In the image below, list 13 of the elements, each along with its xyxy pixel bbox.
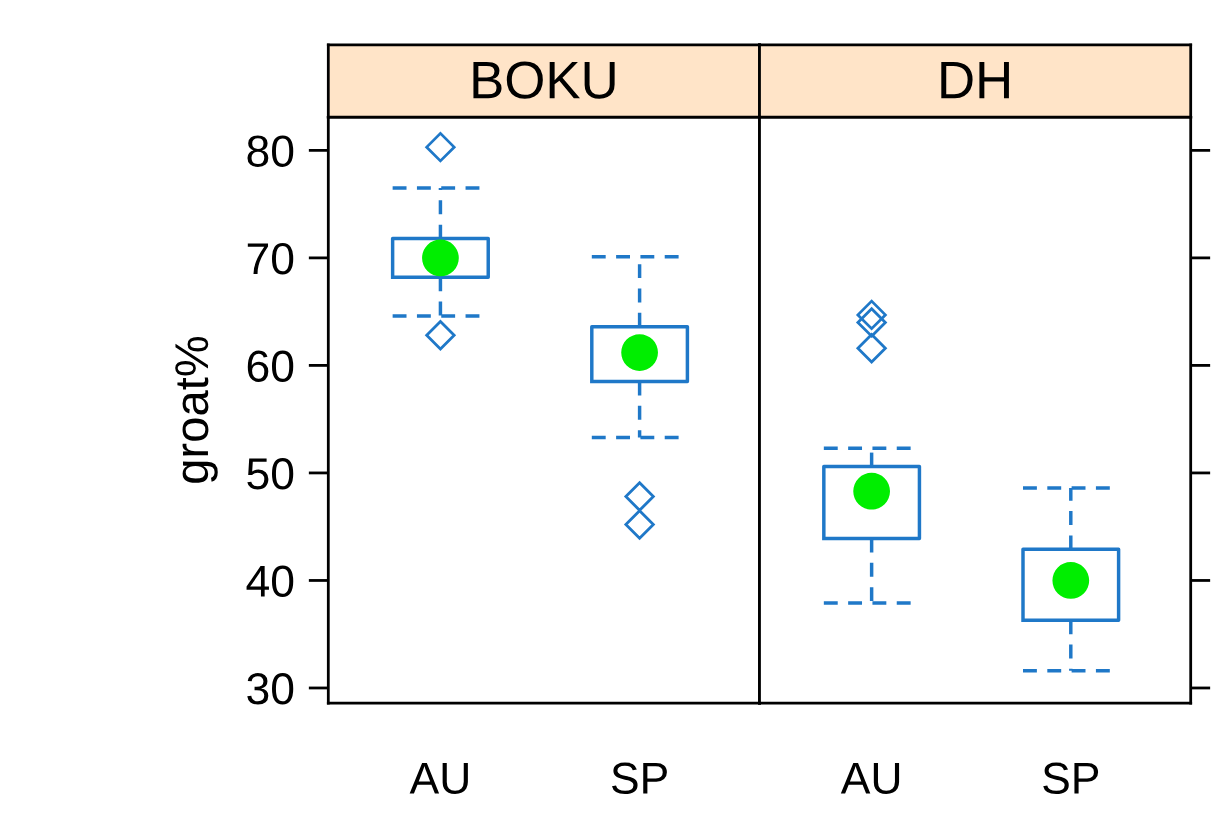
x-tick-label: AU — [840, 762, 900, 795]
y-tick-label: 40 — [246, 565, 294, 597]
x-tick-label: AU — [409, 762, 468, 795]
y-axis-title: groat% — [175, 336, 218, 483]
chart-title: BOKU — [473, 61, 615, 99]
x-tick-label: SP — [611, 762, 667, 795]
y-tick-label: 70 — [247, 242, 294, 275]
y-tick-label: 60 — [247, 350, 294, 382]
y-tick-label: 50 — [247, 458, 294, 490]
x-tick-label: SP — [1043, 762, 1099, 795]
y-tick-label: 80 — [247, 135, 294, 167]
y-tick-label: 30 — [247, 673, 294, 705]
chart-title: DH — [941, 61, 1009, 99]
